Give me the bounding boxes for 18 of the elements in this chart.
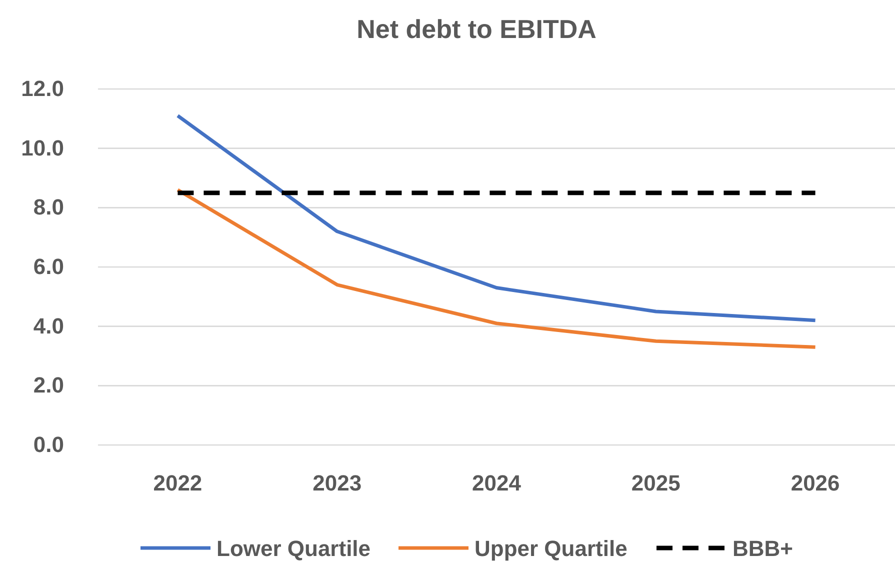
legend-label: Upper Quartile: [474, 536, 628, 561]
y-tick-label: 12.0: [21, 76, 64, 102]
x-tick-label: 2026: [790, 470, 840, 496]
y-tick-label: 6.0: [33, 254, 64, 280]
legend-label: BBB+: [732, 536, 794, 561]
y-tick-label: 2.0: [33, 372, 64, 398]
line-series: [176, 114, 818, 322]
line-series: [176, 188, 818, 349]
legend-label: Lower Quartile: [216, 536, 371, 561]
x-tick-label: 2024: [472, 470, 522, 496]
chart-title: Net debt to EBITDA: [356, 14, 597, 44]
x-tick-label: 2022: [153, 470, 202, 496]
y-tick-label: 8.0: [33, 194, 64, 220]
x-tick-label: 2023: [312, 470, 362, 496]
y-tick-label: 10.0: [21, 135, 64, 160]
x-tick-label: 2025: [631, 470, 680, 496]
y-tick-label: 4.0: [33, 313, 64, 338]
y-tick-label: 0.0: [33, 432, 64, 458]
